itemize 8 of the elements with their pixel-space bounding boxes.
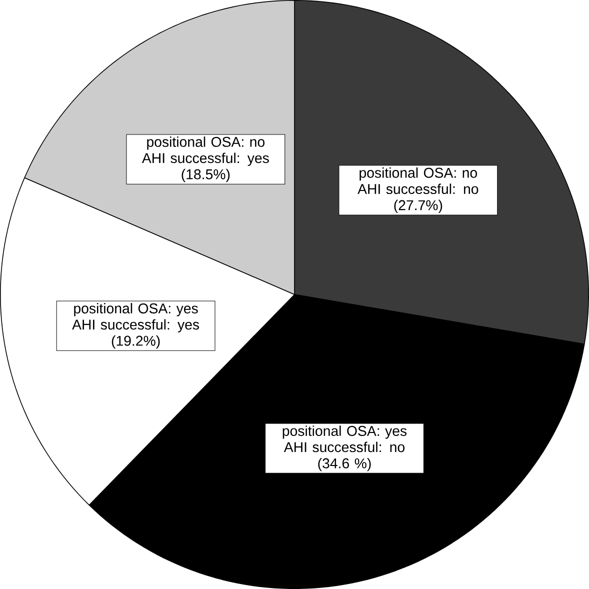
data-label: (18.5%) xyxy=(182,168,230,182)
slice-label: positional OSA: yes AHI successful: no xyxy=(282,426,407,452)
slice-label: positional OSA: yes AHI successful: yes xyxy=(72,303,200,332)
data-label: (34.6 %) xyxy=(318,458,371,472)
data-label: (19.2%) xyxy=(112,335,160,349)
data-label: (27.7%) xyxy=(394,200,442,214)
slice-label: positional OSA: no AHI successful: yes xyxy=(142,136,269,166)
slice-label: positional OSA: no AHI successful: no xyxy=(358,167,478,194)
